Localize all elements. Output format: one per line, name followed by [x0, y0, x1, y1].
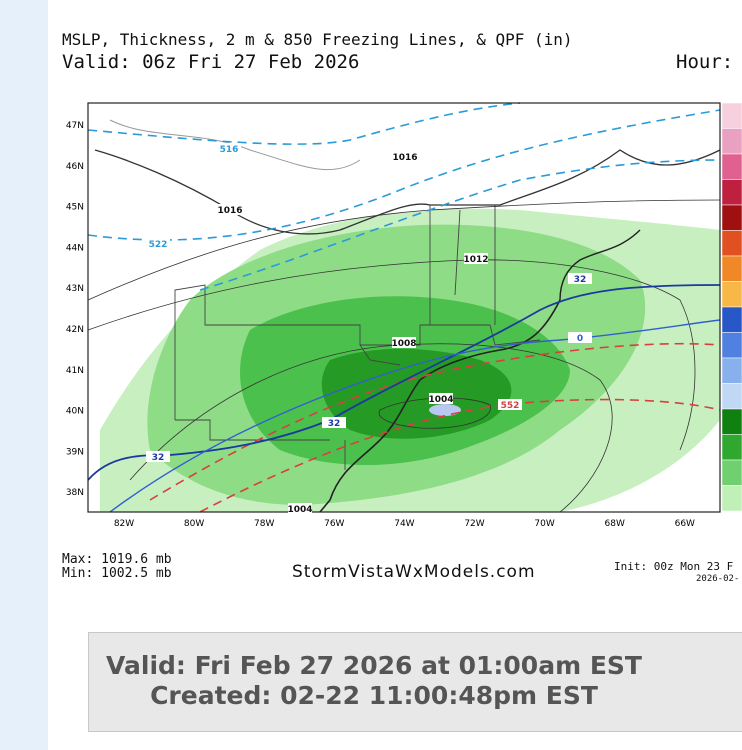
lat-label: 47N: [66, 121, 84, 131]
contour-label-bg: [393, 151, 417, 162]
color-bar-step: [721, 281, 742, 308]
contour-label-bg: [288, 503, 312, 514]
contour-label: 1004: [287, 505, 312, 515]
side-strip: [0, 0, 48, 750]
contour-label-bg: [392, 337, 416, 348]
lat-label: 46N: [66, 162, 84, 172]
color-bar-step: [721, 408, 742, 435]
contour-label: 1004: [428, 395, 453, 405]
contour-label: 32: [574, 275, 587, 285]
color-bar-step: [721, 459, 742, 486]
color-bar-step: [721, 102, 742, 129]
contour-label-bg: [218, 204, 242, 215]
lat-label: 44N: [66, 243, 84, 253]
contour-label-bg: [568, 332, 592, 343]
lon-label: 78W: [254, 519, 274, 529]
caption-box: Valid: Fri Feb 27 2026 at 01:00am EST Cr…: [88, 632, 742, 732]
forecast-hour: Hour:: [676, 51, 734, 73]
contour-label: 1012: [463, 255, 488, 265]
contour-label: 516: [220, 145, 239, 155]
lake-outline: [109, 119, 361, 171]
color-bar: [721, 102, 742, 512]
map-labels: 47N 46N 45N 44N 43N 42N 41N 40N 39N 38N 82W 80W 78W 7…: [66, 121, 695, 529]
color-bar-step: [721, 357, 742, 384]
lon-label: 68W: [605, 519, 625, 529]
valid-time: Valid: 06z Fri 27 Feb 2026: [62, 51, 360, 73]
max-pressure: Max: 1019.6 mb: [62, 552, 172, 567]
color-bar-step: [721, 179, 742, 206]
lon-label: 72W: [464, 519, 484, 529]
thickness-line: [199, 159, 721, 291]
contour-label-bg: [146, 451, 170, 462]
lat-label: 40N: [66, 407, 84, 417]
contour-label-bg: [146, 238, 170, 249]
lon-label: 66W: [675, 519, 695, 529]
color-bar-step: [721, 153, 742, 180]
isobar: [129, 343, 613, 513]
thickness-line: [87, 109, 721, 241]
caption-created: Created: 02-22 11:00:48pm EST: [150, 681, 598, 710]
contour-label: 32: [152, 453, 165, 463]
contour-label-bg: [464, 253, 488, 264]
lat-label: 38N: [66, 488, 84, 498]
lon-label: 82W: [114, 519, 134, 529]
contour-label: 0: [577, 334, 583, 344]
contour-label-bg: [498, 399, 522, 410]
caption-valid: Valid: Fri Feb 27 2026 at 01:00am EST: [106, 651, 642, 680]
color-bar-step: [721, 255, 742, 282]
border: [94, 149, 721, 235]
thickness-line: [199, 398, 721, 513]
weather-map: 47N 46N 45N 44N 43N 42N 41N 40N 39N 38N 82W 80W 78W 7…: [66, 102, 742, 529]
contour-label: 1016: [392, 153, 417, 163]
color-bar-step: [721, 434, 742, 461]
color-bar-step: [721, 383, 742, 410]
lon-label: 76W: [324, 519, 344, 529]
lat-label: 45N: [66, 203, 84, 213]
contour-label: 552: [501, 401, 520, 411]
lon-label: 70W: [534, 519, 554, 529]
contour-label: 1016: [217, 206, 242, 216]
lat-label: 42N: [66, 325, 84, 335]
contour-label-bg: [568, 273, 592, 284]
contour-label-bg: [217, 143, 241, 154]
contour-label-bg: [322, 417, 346, 428]
site-name: StormVistaWxModels.com: [292, 562, 536, 582]
qpf-spot: [429, 404, 461, 416]
qpf-heaviest: [321, 348, 512, 439]
init-time: Init: 00z Mon 23 F: [614, 560, 734, 573]
lat-label: 39N: [66, 447, 84, 457]
lon-label: 80W: [184, 519, 204, 529]
color-bar-step: [721, 332, 742, 359]
contour-label: 1008: [391, 339, 416, 349]
state-borders: [174, 205, 541, 470]
init-date: 2026-02-: [696, 574, 740, 584]
color-bar-step: [721, 230, 742, 257]
isobar: [87, 259, 696, 451]
contour-label-bg: [429, 393, 453, 404]
lat-label: 43N: [66, 284, 84, 294]
color-bar-step: [721, 306, 742, 333]
contour-label: 522: [149, 240, 168, 250]
color-bar-step: [721, 485, 742, 512]
freezing-line-850: [109, 319, 721, 513]
color-bar-step: [721, 204, 742, 231]
min-pressure: Min: 1002.5 mb: [62, 566, 172, 581]
map-frame: [87, 102, 721, 513]
thickness-line: [87, 102, 521, 145]
lon-label: 74W: [394, 519, 414, 529]
coastline: [559, 229, 641, 301]
map-title: MSLP, Thickness, 2 m & 850 Freezing Line…: [62, 30, 573, 49]
lat-label: 41N: [66, 366, 84, 376]
contour-label: 32: [328, 419, 341, 429]
color-bar-step: [721, 128, 742, 155]
